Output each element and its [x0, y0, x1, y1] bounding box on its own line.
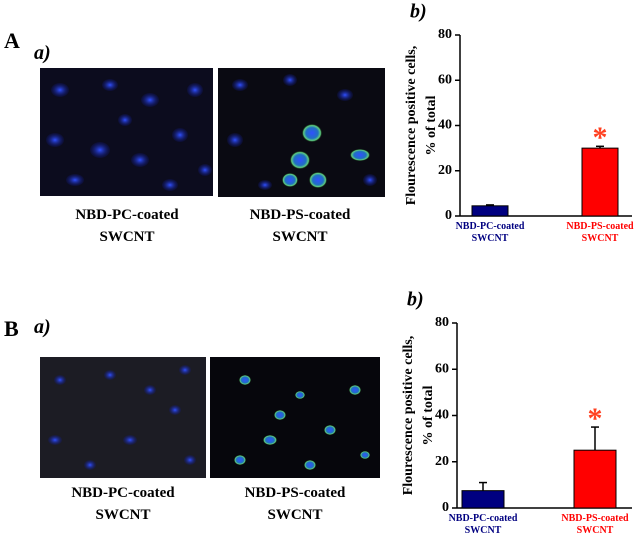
y-tick-label: 20	[435, 454, 449, 469]
panel-sublabel: a)	[34, 316, 51, 338]
image-caption: NBD-PS-coated SWCNT	[249, 207, 351, 245]
y-tick-label: 80	[435, 315, 449, 330]
micrograph	[40, 68, 213, 196]
significance-marker: *	[588, 402, 603, 435]
y-axis-label: Flourescence positive cells,	[401, 336, 416, 496]
y-axis-label: % of total	[421, 385, 436, 445]
y-tick-label: 0	[442, 500, 449, 515]
y-tick-label: 60	[435, 361, 449, 376]
x-tick-label: NBD-PS-coated SWCNT	[566, 221, 634, 244]
micrograph	[210, 357, 380, 478]
chart-title: b)	[407, 289, 424, 311]
panel-sublabel: a)	[34, 42, 51, 64]
y-tick-label: 60	[438, 72, 452, 87]
x-tick-label: NBD-PS-coated SWCNT	[561, 513, 629, 536]
panel-label: B	[4, 316, 19, 341]
image-caption: NBD-PC-coated SWCNT	[71, 485, 175, 523]
x-tick-label: NBD-PC-coated SWCNT	[448, 513, 518, 536]
micrograph	[40, 357, 206, 478]
bar	[573, 449, 617, 509]
panel-label: A	[4, 28, 20, 53]
y-axis-label: % of total	[424, 95, 439, 155]
y-axis-label: Flourescence positive cells,	[404, 46, 419, 206]
bar	[471, 205, 509, 217]
bar	[461, 490, 505, 509]
bar	[581, 147, 619, 217]
micrograph	[218, 68, 385, 197]
y-tick-label: 40	[435, 408, 449, 423]
image-caption: NBD-PS-coated SWCNT	[244, 485, 346, 523]
y-tick-label: 0	[445, 208, 452, 223]
chart-title: b)	[410, 1, 427, 23]
y-tick-label: 80	[438, 27, 452, 42]
x-tick-label: NBD-PC-coated SWCNT	[455, 221, 525, 244]
image-caption: NBD-PC-coated SWCNT	[75, 207, 179, 245]
y-tick-label: 40	[438, 118, 452, 133]
y-tick-label: 20	[438, 163, 452, 178]
significance-marker: *	[593, 121, 608, 154]
